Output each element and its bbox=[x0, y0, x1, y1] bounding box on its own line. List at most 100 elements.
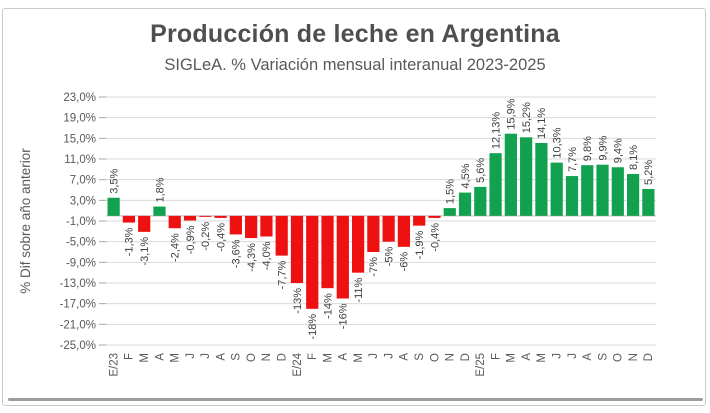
bar bbox=[138, 215, 151, 232]
x-tick-label: A bbox=[215, 353, 227, 361]
x-tick-label: A bbox=[521, 353, 533, 361]
x-tick-label: F bbox=[490, 353, 502, 360]
x-tick-label: O bbox=[246, 353, 258, 362]
bar-value-label: 12,13% bbox=[490, 112, 502, 150]
x-tick-label: M bbox=[506, 353, 518, 363]
y-tick-label: 7,0% bbox=[70, 175, 96, 187]
bar bbox=[428, 215, 441, 218]
bar bbox=[122, 215, 136, 223]
y-tick-label: 15,0% bbox=[63, 133, 96, 145]
bar bbox=[581, 165, 594, 216]
y-tick-label: 23,0% bbox=[63, 92, 96, 104]
x-tick-label: D bbox=[643, 353, 655, 361]
bar-value-label: 15,2% bbox=[521, 102, 533, 133]
bar-value-label: -7,7% bbox=[276, 260, 288, 289]
bar-value-label: 9,9% bbox=[597, 135, 609, 160]
x-tick-label: O bbox=[613, 353, 625, 362]
y-axis-title: % Dif sobre año anterior bbox=[18, 148, 33, 294]
x-tick-label: A bbox=[338, 353, 350, 361]
bar bbox=[504, 133, 517, 216]
x-tick-label: M bbox=[170, 353, 182, 363]
bar-value-label: 7,7% bbox=[567, 147, 579, 172]
chart-title: Producción de leche en Argentina bbox=[150, 20, 560, 48]
bar-value-label: -6% bbox=[399, 252, 411, 272]
x-tick-label: F bbox=[124, 353, 136, 360]
bar bbox=[351, 215, 365, 273]
x-tick-label: M bbox=[353, 353, 365, 363]
x-tick-label: F bbox=[307, 353, 319, 360]
bar bbox=[260, 215, 273, 237]
x-tick-label: N bbox=[261, 353, 273, 361]
bar bbox=[183, 215, 197, 221]
bar bbox=[443, 208, 456, 216]
bar-value-label: -11% bbox=[353, 277, 365, 302]
x-tick-label: J bbox=[383, 353, 395, 359]
bar bbox=[565, 176, 579, 216]
bar-value-label: -5% bbox=[383, 246, 395, 266]
x-tick-label: J bbox=[551, 353, 563, 359]
bar-value-label: -0,4% bbox=[429, 223, 441, 252]
bar-value-label: 5,2% bbox=[643, 160, 655, 185]
x-tick-label: A bbox=[399, 353, 411, 361]
x-tick-label: O bbox=[429, 353, 441, 362]
bar bbox=[535, 142, 548, 216]
bar-value-label: -0,4% bbox=[215, 223, 227, 252]
chart-subtitle: SIGLeA. % Variación mensual interanual 2… bbox=[164, 56, 546, 74]
y-tick-label: -17,0% bbox=[60, 299, 96, 311]
bar-value-label: 4,5% bbox=[460, 163, 472, 188]
x-tick-label: S bbox=[597, 353, 609, 361]
bar-value-label: -4,3% bbox=[246, 243, 258, 272]
bar bbox=[596, 164, 609, 216]
y-tick-label: 11,0% bbox=[64, 154, 96, 166]
bar bbox=[321, 215, 334, 289]
x-tick-label: E/25 bbox=[475, 353, 487, 377]
bar-value-label: -1,3% bbox=[124, 227, 136, 256]
x-tick-label: E/24 bbox=[292, 352, 304, 376]
bar-value-label: 1,5% bbox=[445, 179, 457, 204]
bar bbox=[275, 215, 288, 256]
x-tick-label: M bbox=[139, 353, 151, 363]
bar bbox=[626, 173, 640, 216]
bar-value-label: -18% bbox=[307, 314, 319, 340]
bar bbox=[642, 188, 655, 216]
bar-value-label: -13% bbox=[292, 288, 304, 314]
bar bbox=[611, 167, 624, 216]
x-tick-label: J bbox=[567, 353, 579, 359]
bar bbox=[367, 215, 380, 252]
x-tick-label: E/23 bbox=[108, 353, 120, 377]
bar bbox=[489, 153, 502, 216]
x-tick-label: N bbox=[628, 353, 640, 361]
bar bbox=[382, 215, 395, 242]
bar bbox=[306, 215, 319, 309]
x-tick-label: D bbox=[276, 353, 288, 361]
bar-value-label: 15,9% bbox=[506, 98, 518, 129]
y-tick-label: -5,0% bbox=[66, 237, 96, 249]
bar bbox=[107, 197, 120, 216]
bar bbox=[474, 186, 487, 216]
bar-value-label: 1,8% bbox=[154, 177, 166, 202]
x-tick-label: J bbox=[368, 353, 380, 359]
x-tick-label: D bbox=[460, 353, 472, 361]
bar bbox=[397, 215, 411, 247]
x-tick-label: A bbox=[582, 353, 594, 361]
bar-value-label: -16% bbox=[338, 303, 350, 329]
bottom-divider bbox=[8, 398, 703, 401]
bar-value-label: -14% bbox=[322, 293, 334, 319]
x-tick-label: J bbox=[185, 353, 197, 359]
bar-value-label: -3,1% bbox=[139, 237, 151, 266]
bar-value-label: -4,0% bbox=[261, 241, 273, 270]
bar-value-label: -0,2% bbox=[200, 222, 212, 251]
x-tick-label: N bbox=[445, 353, 457, 361]
bar-value-label: -0,9% bbox=[185, 225, 197, 254]
bar bbox=[214, 215, 227, 218]
bar bbox=[458, 192, 472, 216]
y-tick-label: -13,0% bbox=[60, 278, 96, 290]
bar-value-label: 14,1% bbox=[536, 108, 548, 139]
y-tick-label: -9,0% bbox=[66, 257, 96, 269]
bar-value-label: -7% bbox=[368, 257, 380, 277]
bar bbox=[245, 215, 258, 239]
y-tick-label: -21,0% bbox=[60, 319, 96, 331]
bar bbox=[413, 215, 426, 226]
bar bbox=[229, 215, 242, 235]
bar-value-label: 10,3% bbox=[551, 127, 563, 158]
